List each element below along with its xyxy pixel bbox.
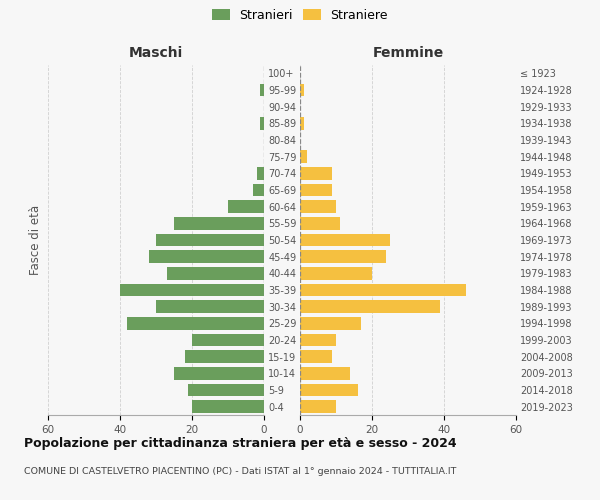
Bar (192, 400, 264, 413)
Title: Maschi: Maschi (129, 46, 183, 60)
Bar (185, 350, 264, 363)
Bar (300, 150, 307, 163)
Legend: Stranieri, Straniere: Stranieri, Straniere (209, 6, 391, 24)
Y-axis label: Fasce di età: Fasce di età (29, 205, 43, 275)
Bar (149, 250, 264, 263)
Bar (300, 350, 332, 363)
Bar (156, 234, 264, 246)
Bar (127, 317, 264, 330)
Bar (120, 284, 264, 296)
Bar (300, 334, 336, 346)
Bar (192, 334, 264, 346)
Bar (260, 117, 264, 130)
Bar (300, 167, 332, 179)
Bar (300, 317, 361, 330)
Bar (253, 184, 264, 196)
Text: COMUNE DI CASTELVETRO PIACENTINO (PC) - Dati ISTAT al 1° gennaio 2024 - TUTTITAL: COMUNE DI CASTELVETRO PIACENTINO (PC) - … (24, 468, 457, 476)
Bar (300, 234, 390, 246)
Text: Popolazione per cittadinanza straniera per età e sesso - 2024: Popolazione per cittadinanza straniera p… (24, 438, 457, 450)
Bar (300, 300, 440, 313)
Bar (156, 300, 264, 313)
Bar (174, 217, 264, 230)
Y-axis label: Anni di nascita: Anni di nascita (599, 196, 600, 284)
Bar (300, 117, 304, 130)
Bar (300, 217, 340, 230)
Bar (257, 167, 264, 179)
Bar (300, 284, 466, 296)
Bar (300, 384, 358, 396)
Bar (300, 200, 336, 213)
Bar (300, 184, 332, 196)
Bar (260, 84, 264, 96)
Bar (228, 200, 264, 213)
Bar (300, 250, 386, 263)
Bar (188, 384, 264, 396)
Title: Femmine: Femmine (373, 46, 443, 60)
Bar (300, 400, 336, 413)
Bar (167, 267, 264, 280)
Bar (174, 367, 264, 380)
Bar (300, 267, 372, 280)
Bar (300, 84, 304, 96)
Bar (300, 367, 350, 380)
